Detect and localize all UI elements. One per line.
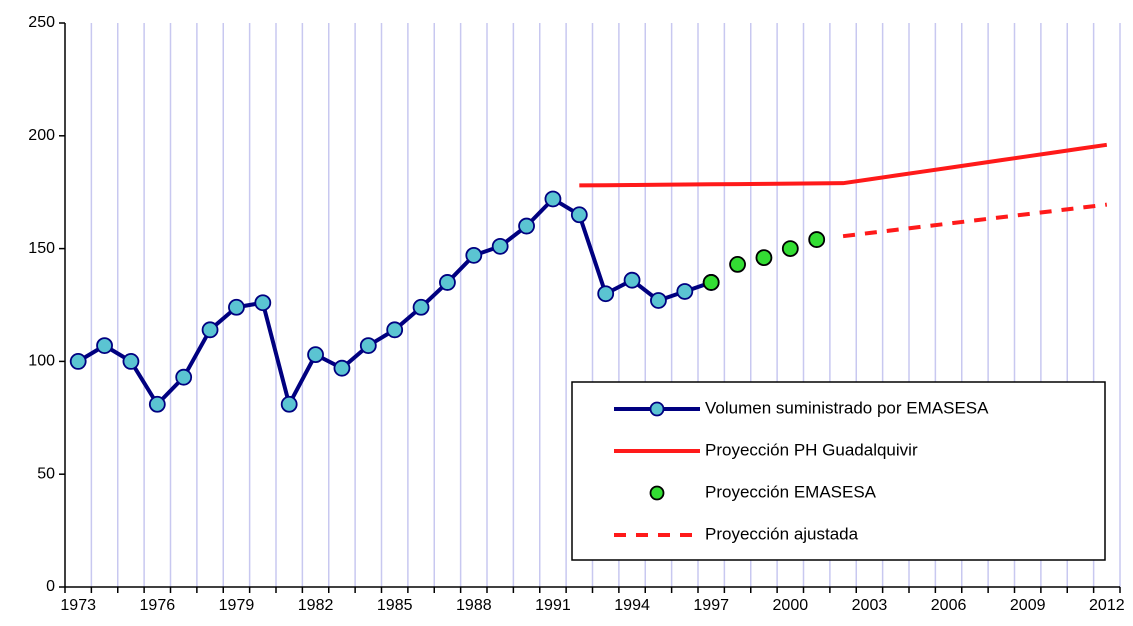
- point: [702, 274, 720, 291]
- x-tick-label: 2003: [852, 597, 888, 614]
- point: [439, 274, 456, 291]
- series-line: [77, 196, 712, 407]
- x-tick-label: 1991: [535, 597, 571, 614]
- point: [359, 337, 377, 355]
- point: [307, 346, 324, 364]
- legend: Volumen suministrado por EMASESA Proyecci…: [571, 381, 1106, 561]
- point: [808, 231, 826, 248]
- x-tick-label: 1985: [377, 597, 413, 614]
- legend-label: Proyección PH Guadalquivir: [705, 440, 918, 459]
- legend-marker: [649, 401, 665, 417]
- point: [676, 283, 694, 300]
- point: [228, 298, 245, 316]
- y-tick-label: 0: [46, 578, 55, 595]
- x-tick-label: 1988: [456, 597, 492, 614]
- point: [254, 294, 272, 312]
- point: [518, 217, 535, 235]
- point: [781, 240, 799, 258]
- x-tick-label: 1973: [60, 597, 96, 614]
- point: [69, 352, 87, 370]
- point: [650, 292, 667, 309]
- y-tick-label: 100: [28, 353, 55, 370]
- point: [544, 190, 562, 208]
- x-tick-label: 1997: [693, 597, 729, 614]
- legend-label: Volumen suministrado por EMASESA: [705, 398, 989, 417]
- x-tick-label: 2000: [773, 597, 809, 614]
- x-tick-label: 2012: [1089, 597, 1125, 614]
- y-tick-label: 250: [28, 14, 55, 31]
- legend-marker: [649, 485, 665, 501]
- x-tick-label: 2006: [931, 597, 967, 614]
- point: [201, 321, 219, 339]
- point: [412, 298, 430, 316]
- series-line: [579, 142, 1108, 188]
- point: [148, 395, 166, 413]
- point: [333, 359, 351, 377]
- point: [729, 255, 746, 273]
- point: [597, 285, 615, 303]
- legend-label: Proyección EMASESA: [705, 482, 877, 501]
- point: [570, 206, 588, 224]
- point: [386, 321, 404, 339]
- point: [465, 246, 483, 264]
- y-tick-label: 150: [28, 240, 55, 257]
- y-tick-label: 50: [37, 465, 55, 482]
- series-line: [842, 202, 1108, 239]
- point: [96, 337, 113, 355]
- x-tick-label: 1994: [614, 597, 650, 614]
- x-tick-label: 1976: [140, 597, 176, 614]
- point: [491, 237, 509, 255]
- x-tick-label: 2009: [1010, 597, 1046, 614]
- point: [755, 249, 773, 267]
- point: [280, 395, 298, 413]
- x-tick-label: 1982: [298, 597, 334, 614]
- x-tick-label: 1979: [219, 597, 255, 614]
- point: [122, 352, 140, 370]
- y-tick-label: 200: [28, 127, 55, 144]
- point: [175, 368, 193, 386]
- legend-label: Proyección ajustada: [705, 524, 859, 543]
- point: [623, 271, 641, 289]
